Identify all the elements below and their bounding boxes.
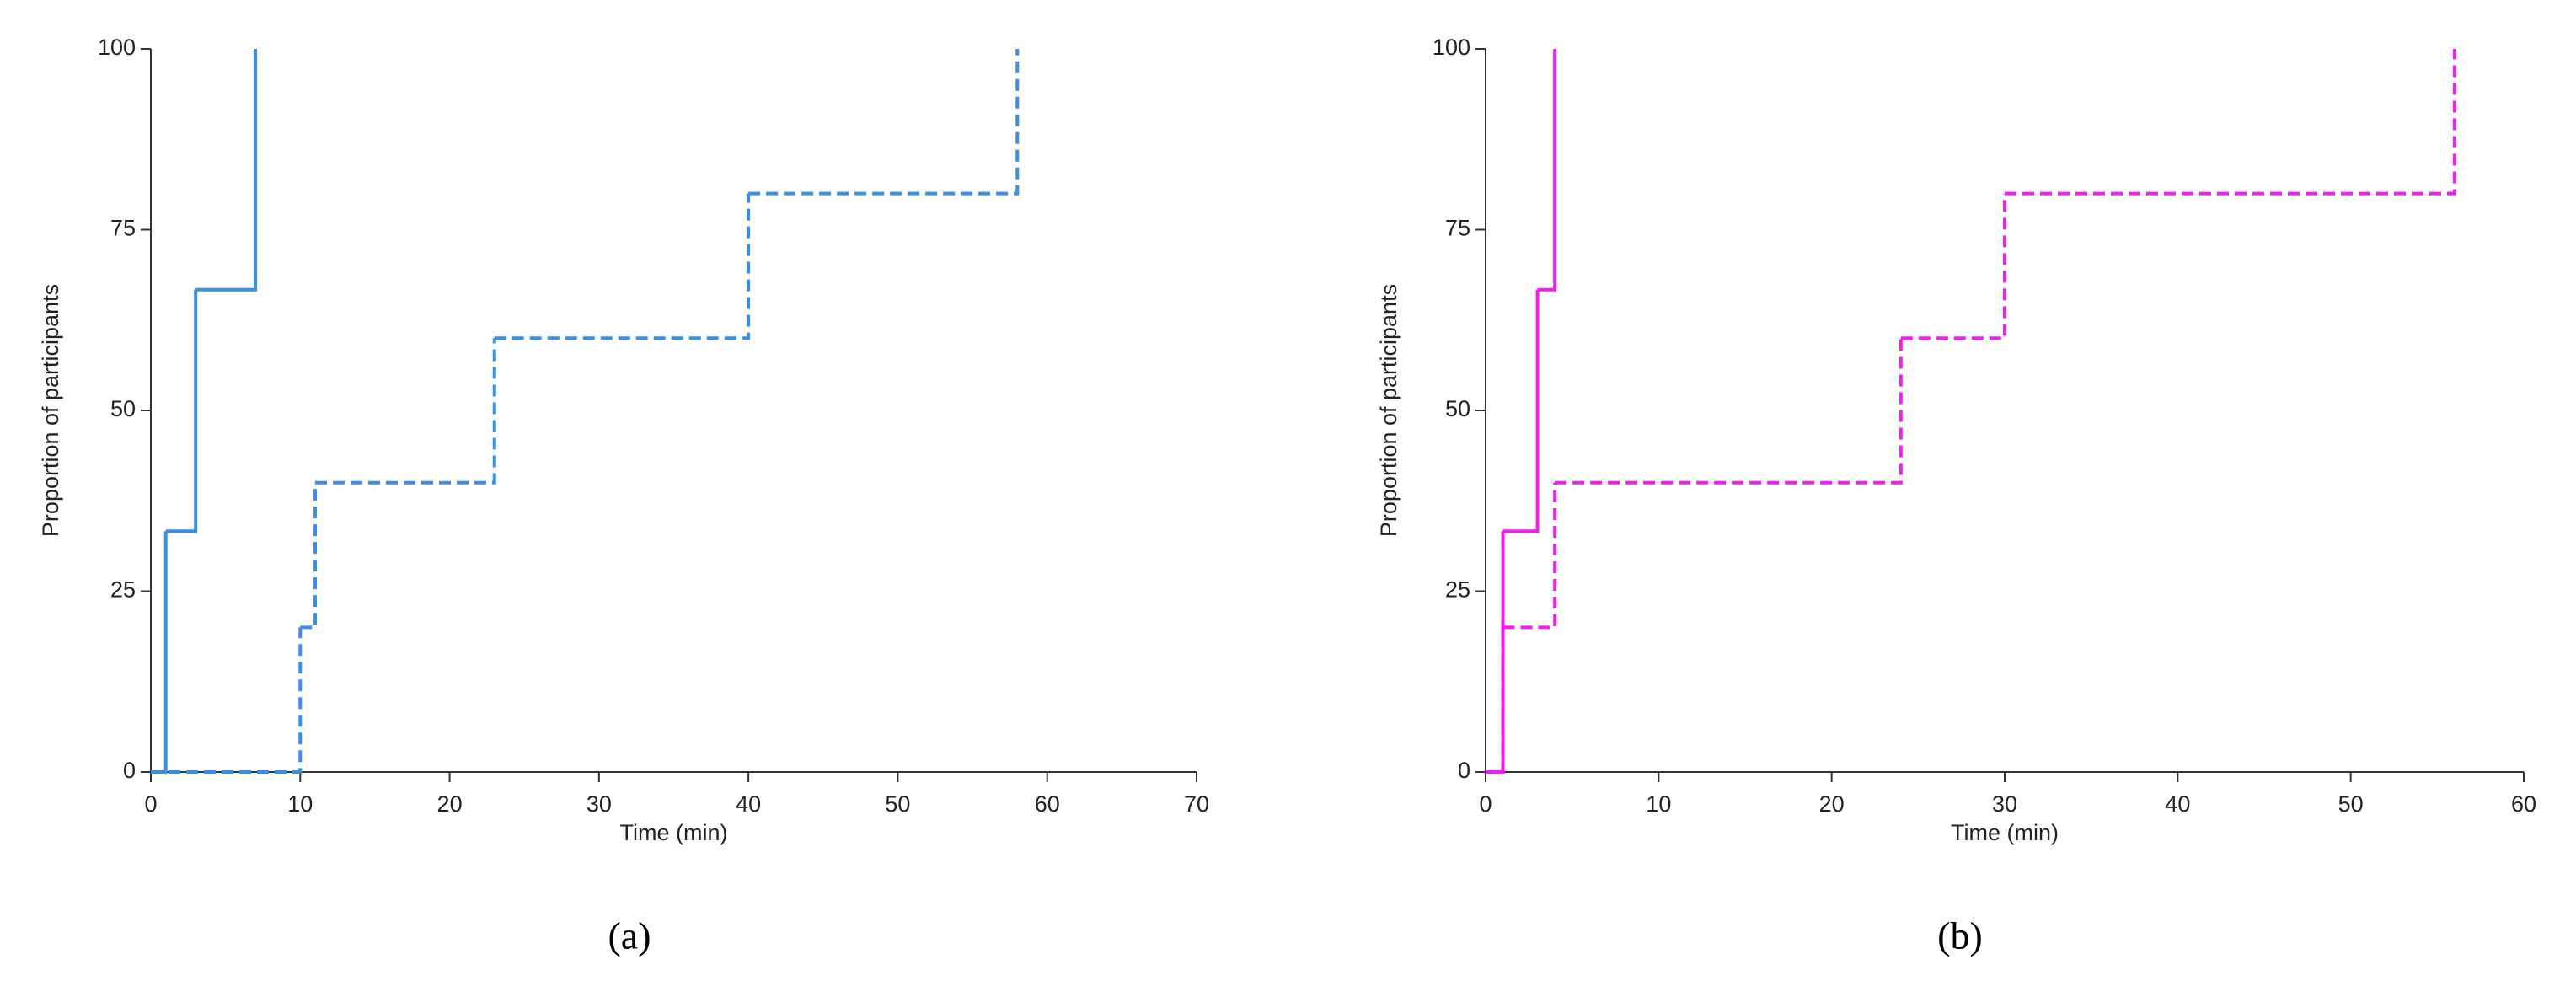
x-tick-label: 20 (1819, 791, 1845, 817)
panel-label: (b) (1937, 914, 1983, 957)
x-tick-label: 50 (2338, 791, 2364, 817)
x-tick-label: 60 (2511, 791, 2536, 817)
y-tick-label: 50 (1445, 396, 1470, 421)
x-axis-title: Time (min) (1951, 820, 2059, 845)
y-tick-label: 75 (110, 216, 136, 241)
step-segment (195, 49, 258, 292)
y-tick-label: 50 (110, 396, 136, 421)
x-tick-label: 10 (1646, 791, 1671, 817)
y-tick-label: 100 (1433, 35, 1470, 60)
step-segment (300, 482, 318, 630)
y-axis-title: Proportion of participants (1376, 284, 1401, 537)
x-tick-label: 40 (736, 791, 761, 817)
y-tick-label: 75 (1445, 216, 1470, 241)
step-segment (165, 289, 198, 533)
x-axis-title: Time (min) (620, 820, 728, 845)
step-segment (1486, 531, 1505, 774)
step-segment (1486, 627, 1505, 774)
x-tick-label: 30 (1992, 791, 2017, 817)
step-segment (1555, 338, 1903, 485)
x-tick-label: 10 (287, 791, 313, 817)
y-tick-label: 25 (1445, 577, 1470, 603)
x-tick-label: 60 (1035, 791, 1060, 817)
step-segment (1900, 193, 2006, 340)
step-segment (151, 531, 168, 774)
y-axis-title: Proportion of participants (38, 284, 63, 537)
panel-label: (a) (608, 914, 651, 957)
y-tick-label: 0 (123, 758, 136, 783)
y-tick-label: 100 (98, 35, 136, 60)
step-segment (151, 627, 303, 774)
step-segment (2005, 49, 2456, 196)
x-tick-label: 20 (437, 791, 463, 817)
step-segment (494, 193, 751, 340)
step-segment (1537, 49, 1557, 292)
y-tick-label: 0 (1458, 758, 1470, 783)
step-segment (748, 49, 1020, 196)
x-tick-label: 30 (586, 791, 612, 817)
x-tick-label: 0 (1479, 791, 1492, 817)
x-tick-label: 70 (1184, 791, 1209, 817)
step-segment (315, 338, 496, 485)
x-tick-label: 50 (885, 791, 910, 817)
x-tick-label: 40 (2165, 791, 2190, 817)
step-segment (1502, 289, 1540, 533)
step-segment (1502, 482, 1557, 630)
x-tick-label: 0 (144, 791, 157, 817)
y-tick-label: 25 (110, 577, 136, 603)
